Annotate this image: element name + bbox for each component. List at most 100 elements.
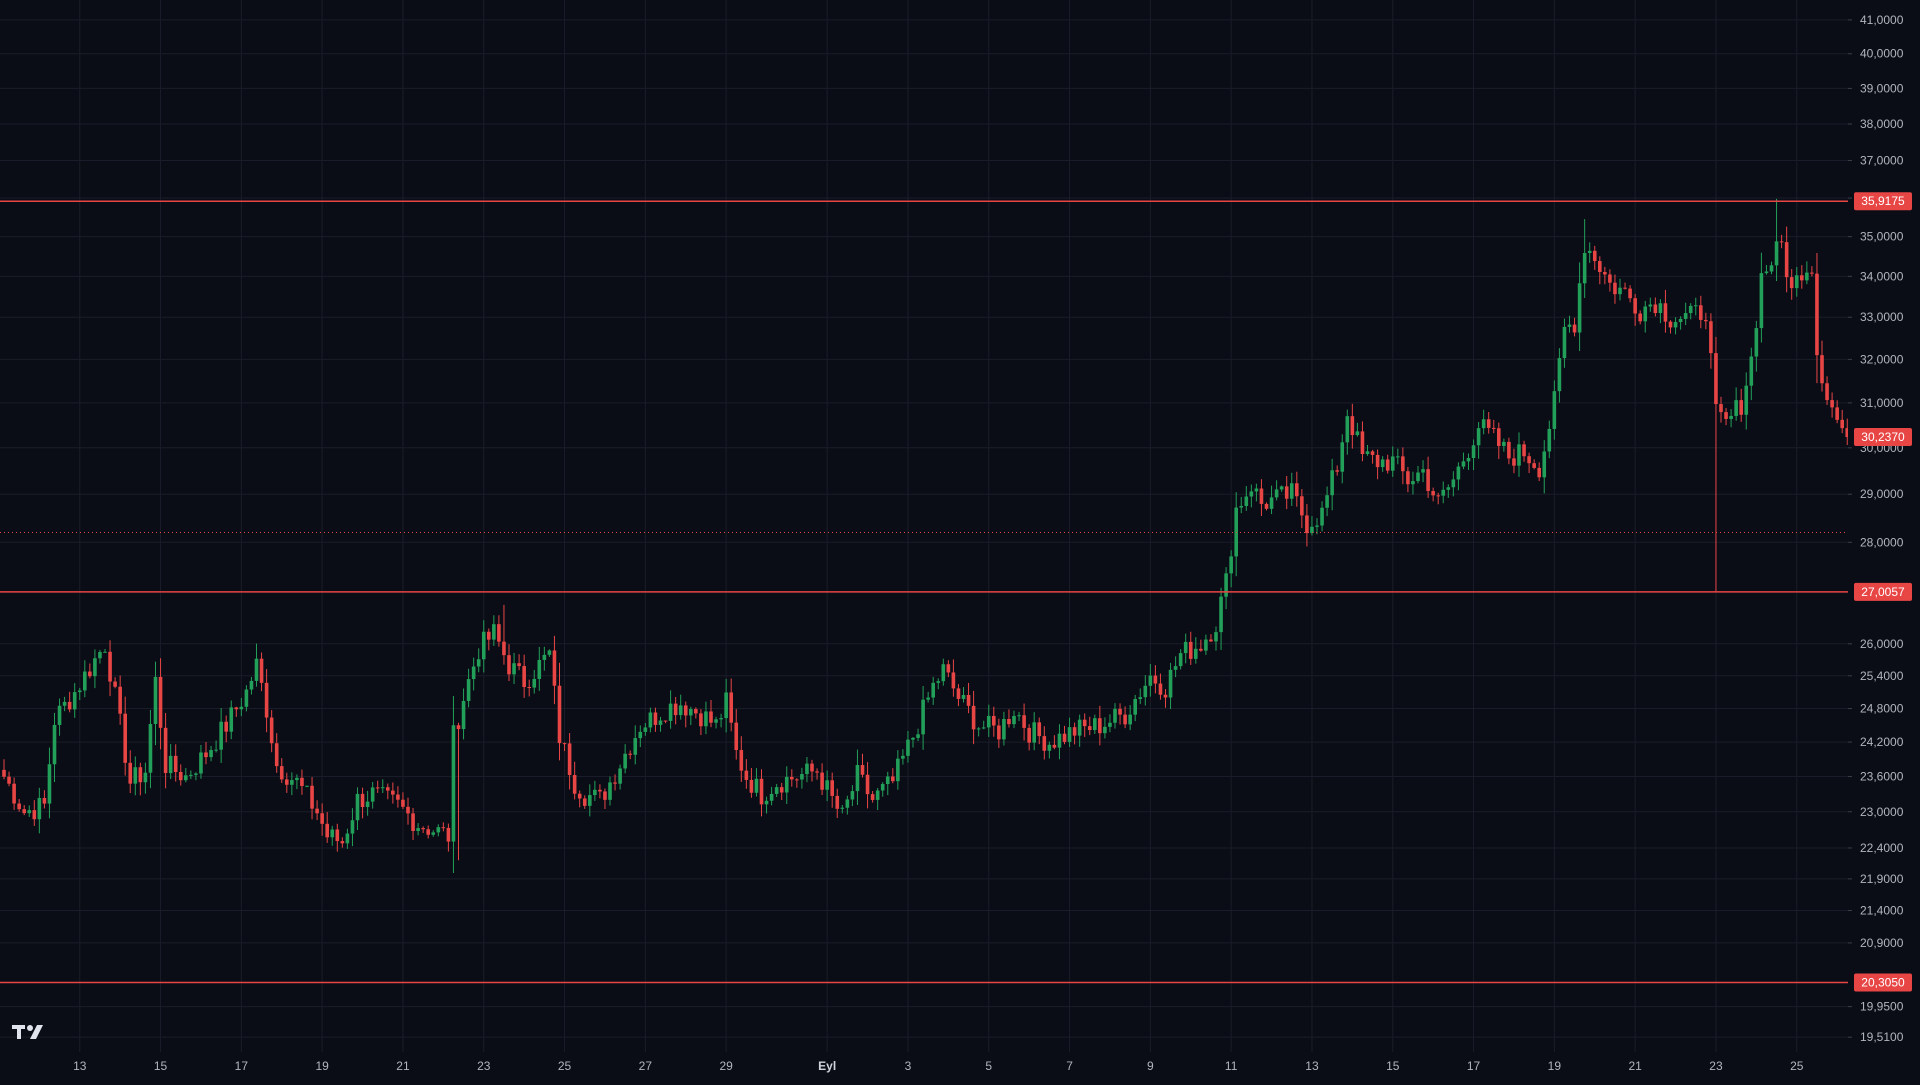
candle-body bbox=[971, 705, 976, 730]
candle-body bbox=[1224, 573, 1228, 597]
candle-body bbox=[184, 775, 188, 781]
candle-body bbox=[865, 774, 870, 795]
candle-body bbox=[572, 775, 577, 794]
candle-body bbox=[1825, 383, 1829, 401]
candle-body bbox=[1335, 470, 1339, 472]
candle-body bbox=[391, 790, 395, 795]
candle-body bbox=[1022, 715, 1026, 728]
candle-body bbox=[840, 807, 845, 809]
candle-body bbox=[254, 658, 259, 681]
candle-body bbox=[562, 743, 567, 745]
candle-body bbox=[1709, 321, 1713, 354]
candle-body bbox=[850, 791, 855, 800]
candle-body bbox=[1598, 261, 1602, 273]
candle-body bbox=[189, 774, 193, 776]
candle-body bbox=[668, 703, 673, 721]
price-axis[interactable]: 19,5100 19,9500 20,9000 21,4000 21,9000 22,40… bbox=[1848, 0, 1920, 1080]
candle-body bbox=[552, 650, 557, 686]
candle-body bbox=[880, 783, 885, 791]
candle-body bbox=[12, 783, 16, 804]
level-price-label: 30,2370 bbox=[1861, 430, 1905, 444]
candle-body bbox=[567, 743, 572, 776]
candle-body bbox=[1123, 714, 1127, 725]
candle-body bbox=[891, 776, 895, 782]
candle-body bbox=[1012, 715, 1016, 725]
candle-body bbox=[1229, 556, 1233, 574]
time-tick-label: 25 bbox=[558, 1059, 572, 1073]
candle-body bbox=[542, 654, 547, 660]
candle-body bbox=[93, 658, 97, 677]
price-tick-label: 21,4000 bbox=[1860, 904, 1904, 918]
candle-body bbox=[1173, 666, 1178, 670]
candle-body bbox=[1047, 744, 1052, 751]
candle-body bbox=[1365, 451, 1370, 455]
candle-body bbox=[1557, 358, 1562, 392]
candle-body bbox=[279, 766, 284, 780]
candle-body bbox=[926, 697, 930, 700]
candle-body bbox=[906, 739, 910, 756]
candle-body bbox=[507, 655, 511, 675]
candle-body bbox=[623, 753, 627, 769]
time-axis[interactable]: 13 15 17 19 21 23 25 27 29 Eyl 3 5 7 9 11 13 15 17 19 21 23 2… bbox=[0, 1052, 1848, 1080]
time-tick-label: 29 bbox=[719, 1059, 733, 1073]
candle-body bbox=[689, 709, 693, 716]
candle-body bbox=[62, 701, 67, 706]
candle-body bbox=[72, 692, 77, 710]
candle-body bbox=[375, 787, 380, 789]
candle-body bbox=[1244, 496, 1249, 507]
candle-body bbox=[466, 679, 471, 701]
candle-body bbox=[870, 794, 875, 800]
candle-body bbox=[709, 711, 713, 723]
candle-body bbox=[416, 828, 420, 832]
price-tick-label: 37,0000 bbox=[1860, 154, 1904, 168]
candle-body bbox=[633, 738, 638, 755]
candle-body bbox=[1714, 353, 1718, 405]
candle-body bbox=[1143, 685, 1148, 698]
candle-body bbox=[825, 780, 829, 790]
candle-body bbox=[173, 755, 178, 773]
candle-body bbox=[956, 688, 961, 699]
time-tick-label: 21 bbox=[396, 1059, 410, 1073]
candle-body bbox=[1153, 675, 1158, 684]
price-tick-label: 34,0000 bbox=[1860, 269, 1904, 283]
candle-body bbox=[1385, 459, 1390, 471]
candle-body bbox=[638, 731, 643, 739]
price-tick-label: 24,8000 bbox=[1860, 702, 1904, 716]
level-price-label: 20,3050 bbox=[1861, 975, 1905, 989]
candle-body bbox=[113, 681, 117, 687]
candle-body bbox=[421, 828, 425, 830]
candle-body bbox=[997, 725, 1001, 740]
candle-body bbox=[1542, 451, 1547, 478]
candle-body bbox=[603, 791, 607, 800]
candle-body bbox=[1719, 404, 1723, 413]
level-price-label: 35,9175 bbox=[1861, 194, 1905, 208]
tradingview-logo-icon[interactable] bbox=[12, 1025, 43, 1039]
candle-body bbox=[1325, 495, 1329, 508]
candle-body bbox=[1264, 503, 1269, 509]
candle-body bbox=[133, 767, 138, 784]
candle-body bbox=[754, 778, 759, 793]
candle-body bbox=[547, 650, 552, 655]
candle-body bbox=[77, 690, 82, 693]
candle-body bbox=[1406, 471, 1410, 485]
candle-body bbox=[1815, 273, 1819, 356]
candle-body bbox=[1693, 305, 1698, 307]
level-price-label-background bbox=[1854, 582, 1912, 601]
candle-body bbox=[704, 711, 708, 727]
candle-body bbox=[476, 659, 481, 667]
candle-body bbox=[1734, 400, 1738, 416]
time-tick-label: 25 bbox=[1790, 1059, 1804, 1073]
price-tick-label: 23,6000 bbox=[1860, 769, 1904, 783]
time-tick-label: 17 bbox=[235, 1059, 249, 1073]
candle-body bbox=[1663, 303, 1668, 322]
candle-body bbox=[1769, 265, 1774, 272]
candle-body bbox=[658, 720, 663, 725]
candle-body bbox=[941, 664, 946, 682]
price-tick-label: 19,5100 bbox=[1860, 1030, 1904, 1044]
candle-body bbox=[1431, 490, 1435, 496]
price-tick-label: 32,0000 bbox=[1860, 352, 1904, 366]
candle-body bbox=[7, 776, 11, 784]
candle-body bbox=[1077, 719, 1082, 736]
